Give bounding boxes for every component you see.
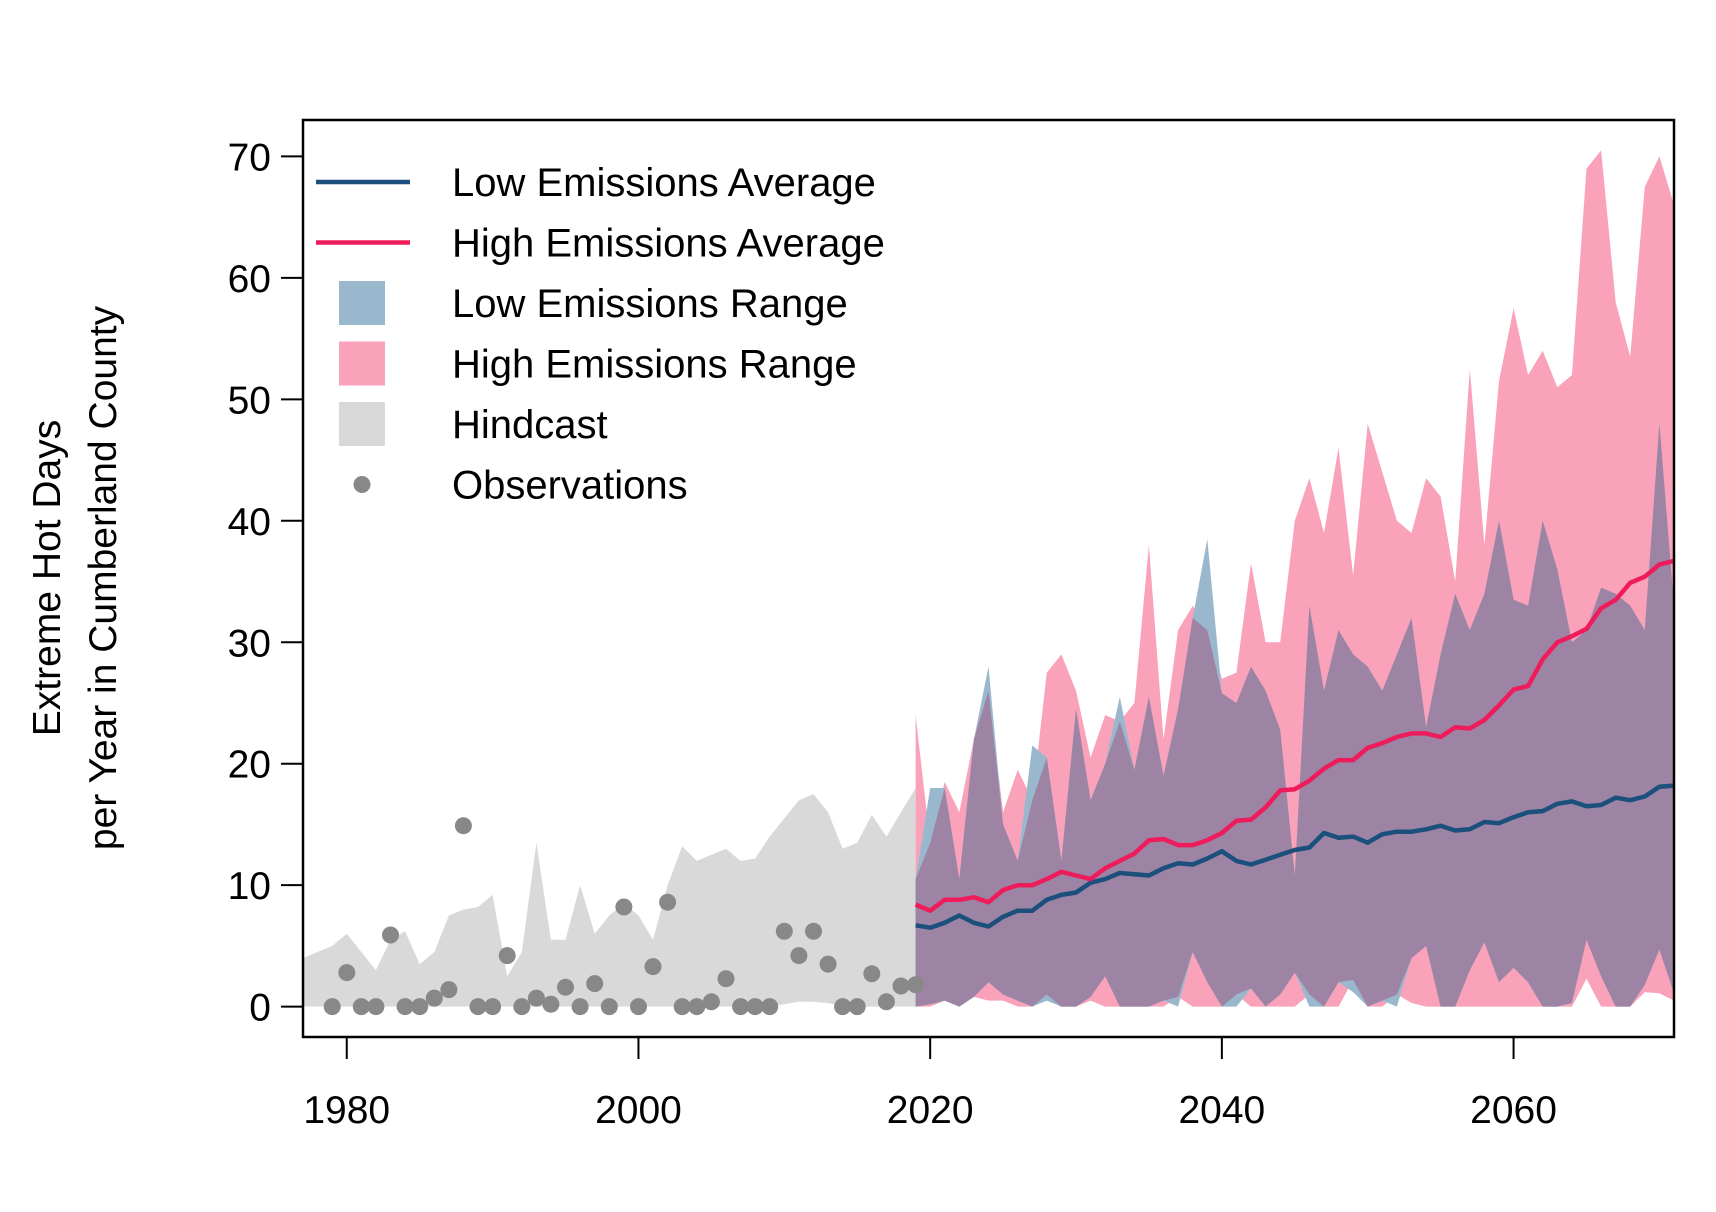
legend-label: Low Emissions Range [452,282,848,326]
observation-point [761,998,779,1016]
x-tick-label: 2020 [887,1089,974,1132]
observation-point [498,947,516,965]
observation-point [790,947,808,965]
observation-point [440,981,458,999]
observation-point [775,922,793,940]
observation-point [600,998,618,1016]
y-axis-title-line-1: Extreme Hot Days [26,420,69,736]
high-emissions-average-line [914,558,1675,913]
observation-point [819,955,837,973]
legend-box-swatch [339,402,385,446]
observation-point [907,976,925,994]
observation-point [673,998,691,1016]
legend-box-swatch [339,341,385,386]
observation-point [717,970,735,988]
legend-item: Hindcast [339,402,608,447]
legend-box-swatch [339,281,385,325]
observation-point [571,998,589,1016]
y-tick-label: 0 [249,987,271,1030]
x-tick-label: 2040 [1178,1089,1265,1132]
observation-point [382,926,399,944]
legend-label: High Emissions Average [452,222,885,266]
hindcast-area-layer [303,788,916,1007]
x-axis: 1980 2000 2020 2040 2060 [303,1036,1557,1132]
x-tick-label: 2060 [1470,1089,1557,1132]
observation-point [746,998,764,1016]
y-tick-label: 10 [228,865,271,908]
observation-point [615,898,633,916]
x-tick-label: 2000 [595,1089,682,1132]
y-tick-label: 30 [228,622,271,665]
plot-area [303,150,1675,1016]
legend-label: Observations [452,464,688,508]
observation-point [863,965,881,983]
observation-point [454,817,472,835]
y-axis: 0 10 20 30 40 50 60 70 [228,136,304,1030]
legend: Low Emissions Average High Emissions Aver… [316,161,885,508]
observation-point [688,998,706,1016]
observation-point [323,998,341,1016]
observation-point [644,958,662,976]
observation-point [732,998,750,1016]
observation-point [702,993,720,1011]
hindcast-area [303,788,916,1007]
observation-point [367,998,385,1016]
observation-point [542,995,560,1013]
y-tick-label: 70 [228,136,271,179]
y-tick-label: 60 [228,258,271,301]
observation-point [848,998,866,1016]
observation-point [338,964,356,982]
observation-point [352,998,370,1016]
legend-label: Low Emissions Average [452,161,876,205]
observation-point [513,998,531,1016]
observation-point [557,978,574,996]
legend-dot-swatch [353,476,371,493]
observation-point [630,998,647,1016]
range-areas-layer [915,150,1674,1007]
observation-point [586,975,604,993]
observation-point [396,998,414,1016]
observation-point [484,998,502,1016]
observation-point [425,989,443,1007]
observation-point [877,993,895,1011]
y-axis-title-line-2: per Year in Cumberland County [82,305,125,850]
observation-point [411,998,429,1016]
observation-point [527,989,545,1007]
average-lines-layer [914,558,1675,930]
y-tick-label: 20 [228,744,271,787]
y-tick-label: 50 [228,379,271,422]
observation-point [892,977,910,995]
legend-item: Low Emissions Range [339,281,848,326]
legend-item: High Emissions Range [339,341,857,387]
legend-item: High Emissions Average [316,222,885,266]
observation-point [805,922,822,940]
range-overlap-area [915,423,1674,1007]
observation-point [469,998,487,1016]
y-axis-title: Extreme Hot Days per Year in Cumberland … [26,305,125,850]
legend-label: Hindcast [452,403,608,447]
observation-point [659,893,677,911]
low-emissions-average-line [915,783,1675,930]
x-tick-label: 1980 [303,1089,390,1132]
legend-item: Observations [353,464,688,508]
y-tick-label: 40 [228,501,271,544]
observations-layer [323,817,925,1016]
observation-point [834,998,852,1016]
legend-item: Low Emissions Average [316,161,876,205]
legend-label: High Emissions Range [452,343,857,387]
